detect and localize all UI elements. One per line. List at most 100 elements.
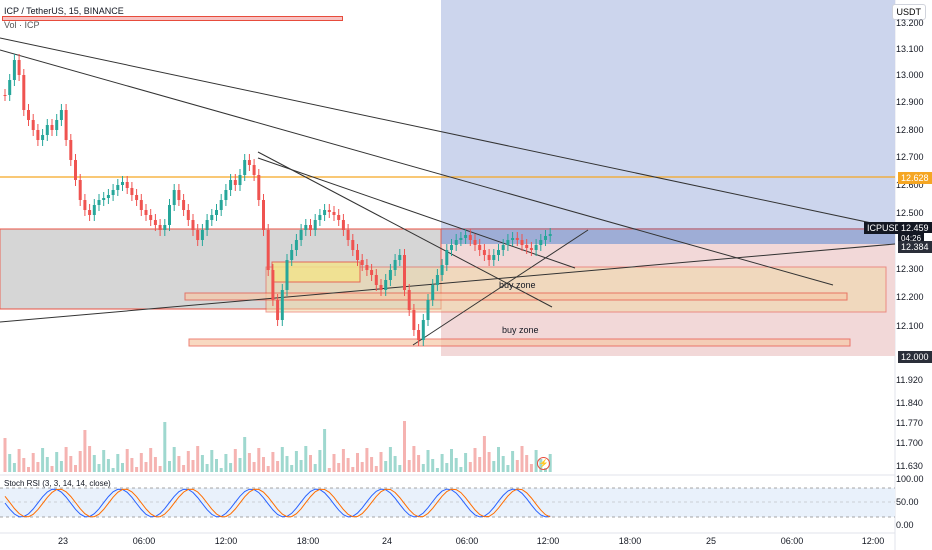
volume-bar <box>196 446 200 472</box>
candle-body <box>294 240 298 250</box>
candle-body <box>370 270 374 275</box>
candle-body <box>271 270 275 300</box>
candle-body <box>506 240 510 245</box>
trendline-1[interactable] <box>0 37 896 229</box>
price-tick: 12.700 <box>896 152 924 162</box>
candle-body <box>482 250 486 255</box>
candle-body <box>341 220 345 230</box>
candle-body <box>92 205 96 215</box>
candle-body <box>318 215 322 220</box>
candle-body <box>135 195 139 200</box>
currency-button[interactable]: USDT <box>891 4 926 20</box>
volume-bar <box>511 451 515 472</box>
candle-body <box>243 160 247 175</box>
volume-bar <box>102 450 106 472</box>
buy-zone-box-1[interactable] <box>184 292 848 301</box>
long-position-entry-band[interactable] <box>441 228 895 244</box>
volume-bar <box>403 421 406 472</box>
volume-bar <box>168 461 171 472</box>
candle-body <box>299 230 303 240</box>
candle-body <box>22 75 26 110</box>
lightning-icon[interactable]: ⚡ <box>537 457 550 470</box>
volume-bar <box>520 446 524 472</box>
price-tick: 11.700 <box>896 438 923 448</box>
countdown-tag: 04:26 <box>898 233 925 244</box>
volume-bar <box>200 455 204 472</box>
candle-body <box>384 280 388 290</box>
trendline-2[interactable] <box>0 49 834 286</box>
level-tag-1: 12.384 <box>898 241 932 253</box>
volume-bar <box>17 449 21 472</box>
volume-bar <box>309 455 312 472</box>
candle-body <box>421 320 425 340</box>
volume-bar <box>64 447 68 472</box>
candle-body <box>3 95 7 96</box>
price-tick: 13.000 <box>896 70 924 80</box>
candle-body <box>177 190 181 200</box>
volume-bar <box>440 454 444 472</box>
candle-body <box>431 285 435 300</box>
candle-body <box>149 215 153 220</box>
trendline-5[interactable] <box>412 229 589 346</box>
volume-bar <box>55 452 59 472</box>
candle-body <box>153 220 157 225</box>
long-position-profit-zone[interactable] <box>441 0 895 244</box>
candle-body <box>393 260 397 270</box>
price-tick: 12.500 <box>896 208 924 218</box>
candle-body <box>74 160 77 180</box>
candle-body <box>365 265 369 270</box>
candle-body <box>548 234 552 236</box>
volume-bar <box>285 456 289 472</box>
candle-body <box>205 220 209 230</box>
volume-bar <box>351 467 355 472</box>
trendline-support[interactable] <box>0 243 896 323</box>
candle-body <box>379 285 383 290</box>
candle-body <box>529 248 533 250</box>
level-tag-2: 12.000 <box>898 351 932 363</box>
buy-zone-label-2[interactable]: buy zone <box>502 325 539 335</box>
volume-bar <box>482 436 486 472</box>
trendline-3[interactable] <box>257 151 553 308</box>
candle-body <box>257 175 261 200</box>
volume-bar <box>450 449 453 472</box>
candle-body <box>426 300 430 320</box>
candle-body <box>12 60 16 80</box>
volume-bars <box>3 421 552 472</box>
volume-bar <box>356 453 359 472</box>
price-tick: 12.600 <box>896 180 924 190</box>
candle-body <box>337 215 341 220</box>
candle-body <box>59 110 63 120</box>
volume-bar <box>431 459 435 472</box>
volume-bar <box>388 447 392 472</box>
price-tick: 11.840 <box>896 398 923 408</box>
candle-body <box>478 245 482 250</box>
volume-bar <box>492 461 496 472</box>
volume-bar <box>421 464 425 472</box>
candle-body <box>163 225 167 230</box>
price-tick: 12.800 <box>896 125 924 135</box>
candle-body <box>534 245 538 250</box>
candle-body <box>450 245 453 250</box>
candle-body <box>55 120 59 130</box>
volume-bar <box>83 430 87 472</box>
time-tick: 12:00 <box>861 536 885 546</box>
volume-bar <box>182 465 186 472</box>
candle-body <box>144 210 148 215</box>
buy-zone-label-1[interactable]: buy zone <box>499 280 536 290</box>
price-tick: 11.770 <box>896 418 923 428</box>
volume-bar <box>337 463 341 472</box>
volume-bar <box>125 449 129 472</box>
volume-bar <box>454 458 458 472</box>
orange-level-tag: 12.628 <box>898 172 932 184</box>
volume-bar <box>257 448 261 472</box>
volume-bar <box>224 454 228 472</box>
volume-bar <box>365 448 369 472</box>
candle-body <box>219 200 223 210</box>
candle-body <box>417 330 421 340</box>
candle-body <box>191 220 195 230</box>
buy-zone-box-2[interactable] <box>188 338 851 347</box>
volume-bar <box>252 462 256 472</box>
demand-box-small[interactable] <box>271 261 361 283</box>
volume-bar <box>435 468 439 472</box>
